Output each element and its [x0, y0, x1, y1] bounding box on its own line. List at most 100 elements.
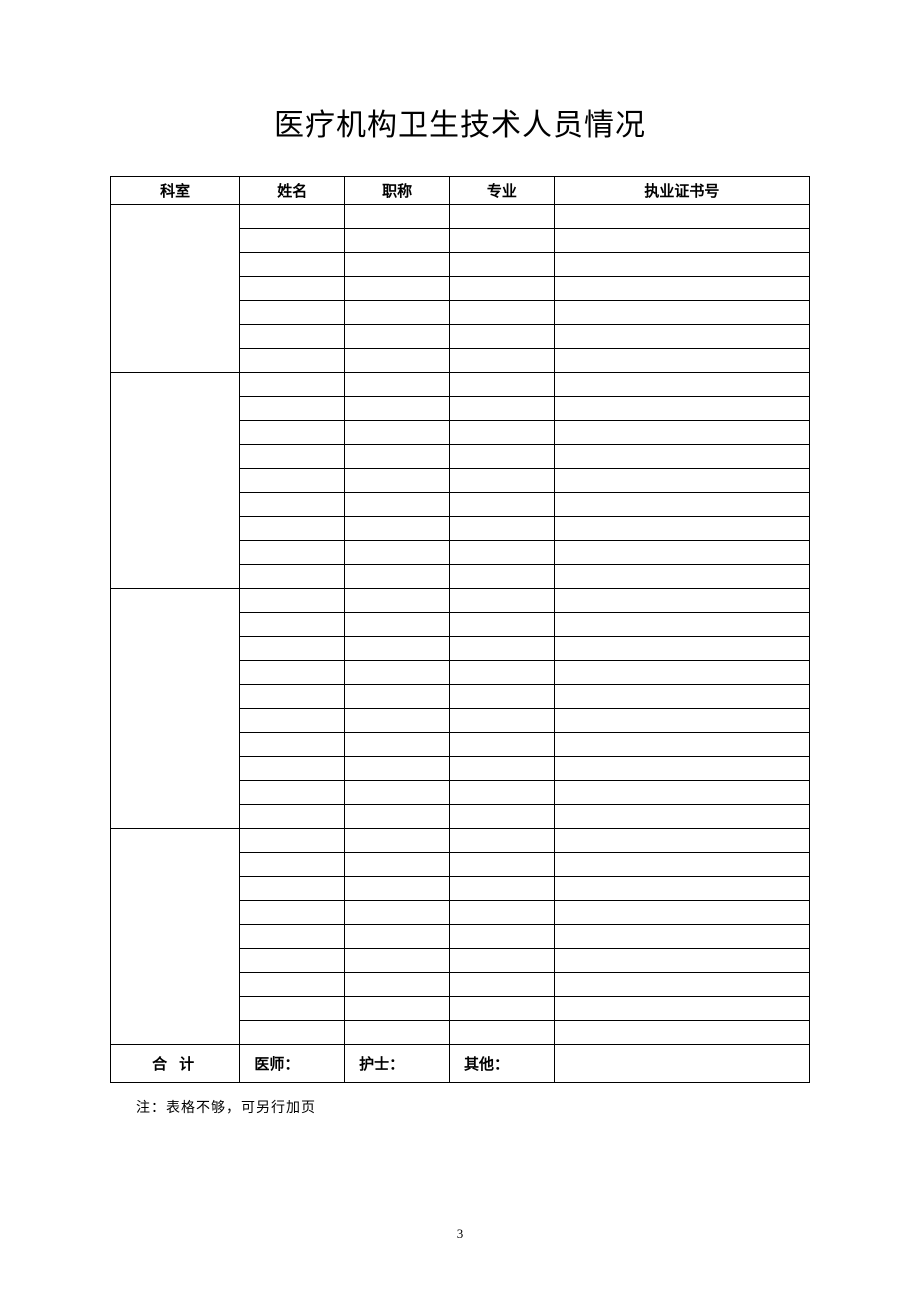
data-cell: [240, 853, 345, 877]
table-footer-row: 合计 医师： 护士： 其他：: [111, 1045, 810, 1083]
data-cell: [450, 613, 555, 637]
data-cell: [554, 541, 809, 565]
data-cell: [450, 853, 555, 877]
data-cell: [345, 829, 450, 853]
data-cell: [345, 301, 450, 325]
data-cell: [345, 973, 450, 997]
data-cell: [345, 589, 450, 613]
data-cell: [554, 229, 809, 253]
data-cell: [345, 397, 450, 421]
data-cell: [554, 325, 809, 349]
data-cell: [240, 229, 345, 253]
data-cell: [450, 301, 555, 325]
data-cell: [345, 373, 450, 397]
data-cell: [554, 349, 809, 373]
data-cell: [345, 781, 450, 805]
data-cell: [554, 997, 809, 1021]
data-cell: [450, 229, 555, 253]
data-cell: [450, 349, 555, 373]
data-cell: [450, 589, 555, 613]
data-cell: [345, 949, 450, 973]
data-cell: [240, 349, 345, 373]
data-cell: [450, 709, 555, 733]
data-cell: [345, 925, 450, 949]
data-cell: [450, 397, 555, 421]
data-cell: [345, 277, 450, 301]
data-cell: [345, 997, 450, 1021]
footer-doctor-label: 医师：: [240, 1045, 345, 1083]
data-cell: [554, 637, 809, 661]
data-cell: [345, 661, 450, 685]
page-number: 3: [0, 1226, 920, 1242]
data-cell: [554, 685, 809, 709]
data-cell: [240, 517, 345, 541]
data-cell: [345, 205, 450, 229]
data-cell: [450, 637, 555, 661]
data-cell: [450, 829, 555, 853]
data-cell: [240, 925, 345, 949]
data-cell: [554, 973, 809, 997]
data-cell: [450, 877, 555, 901]
data-cell: [450, 997, 555, 1021]
col-header-name: 姓名: [240, 177, 345, 205]
data-cell: [240, 277, 345, 301]
data-cell: [450, 901, 555, 925]
data-cell: [554, 829, 809, 853]
data-cell: [450, 325, 555, 349]
data-cell: [450, 541, 555, 565]
data-cell: [554, 853, 809, 877]
data-cell: [554, 205, 809, 229]
data-cell: [554, 373, 809, 397]
col-header-title: 职称: [345, 177, 450, 205]
dept-cell: [111, 373, 240, 589]
data-cell: [450, 925, 555, 949]
col-header-dept: 科室: [111, 177, 240, 205]
data-cell: [240, 205, 345, 229]
data-cell: [240, 829, 345, 853]
data-cell: [554, 277, 809, 301]
data-cell: [345, 613, 450, 637]
data-cell: [554, 565, 809, 589]
data-cell: [554, 301, 809, 325]
page-title: 医疗机构卫生技术人员情况: [110, 100, 810, 144]
data-cell: [450, 757, 555, 781]
table-row: [111, 205, 810, 229]
data-cell: [554, 901, 809, 925]
data-cell: [240, 901, 345, 925]
data-cell: [345, 421, 450, 445]
data-cell: [554, 397, 809, 421]
data-cell: [450, 565, 555, 589]
data-cell: [450, 973, 555, 997]
data-cell: [240, 781, 345, 805]
data-cell: [554, 709, 809, 733]
data-cell: [345, 349, 450, 373]
data-cell: [345, 253, 450, 277]
footnote: 注：表格不够，可另行加页: [136, 1097, 810, 1117]
data-cell: [450, 1021, 555, 1045]
data-cell: [450, 373, 555, 397]
data-cell: [240, 709, 345, 733]
table-header-row: 科室 姓名 职称 专业 执业证书号: [111, 177, 810, 205]
data-cell: [345, 493, 450, 517]
data-cell: [554, 781, 809, 805]
footer-nurse-label: 护士：: [345, 1045, 450, 1083]
dept-cell: [111, 589, 240, 829]
data-cell: [345, 1021, 450, 1045]
data-cell: [450, 949, 555, 973]
data-cell: [240, 997, 345, 1021]
footer-other-label: 其他：: [450, 1045, 555, 1083]
data-cell: [345, 757, 450, 781]
col-header-major: 专业: [450, 177, 555, 205]
table-row: [111, 373, 810, 397]
data-cell: [554, 877, 809, 901]
data-cell: [554, 469, 809, 493]
data-cell: [240, 421, 345, 445]
footer-total-label: 合计: [111, 1045, 240, 1083]
col-header-cert: 执业证书号: [554, 177, 809, 205]
data-cell: [345, 517, 450, 541]
data-cell: [554, 589, 809, 613]
data-cell: [240, 949, 345, 973]
data-cell: [450, 469, 555, 493]
data-cell: [450, 445, 555, 469]
data-cell: [450, 685, 555, 709]
